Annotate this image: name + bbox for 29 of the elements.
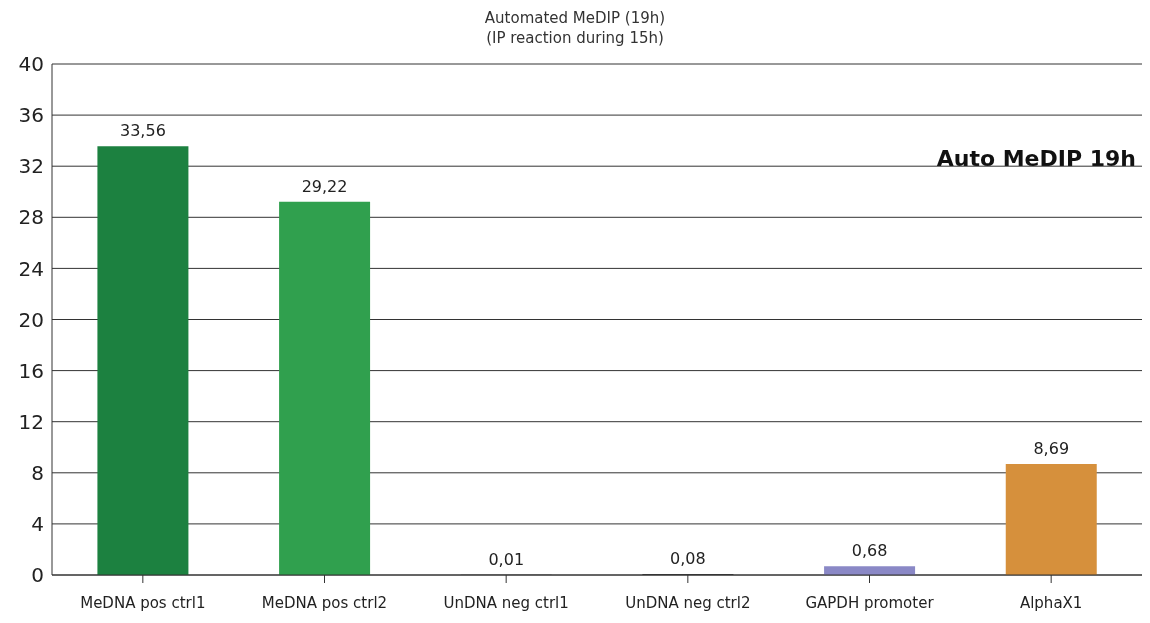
y-tick-label: 8 [31, 460, 44, 485]
y-tick-label: 4 [31, 512, 44, 536]
x-tick-label: GAPDH promoter [805, 593, 935, 612]
x-tick-label: MeDNA pos ctrl2 [261, 593, 388, 612]
y-tick-label: 12 [18, 409, 44, 434]
data-label: 0,01 [488, 549, 525, 569]
y-tick-label: 28 [18, 205, 44, 230]
y-tick-label: 0 [31, 563, 44, 588]
x-tick-label: UnDNA neg ctrl2 [625, 593, 751, 612]
bar [279, 201, 371, 575]
x-tick-label: MeDNA pos ctrl1 [80, 593, 206, 612]
y-tick-label: 32 [18, 154, 44, 179]
data-label: 0,68 [851, 541, 888, 561]
y-tick-label: 20 [18, 307, 44, 332]
chart-title: Automated MeDIP (19h) (IP reaction during 15h) [483, 8, 667, 49]
x-tick-label: AlphaX1 [1019, 593, 1083, 612]
x-tick-label: UnDNA neg ctrl1 [443, 593, 569, 612]
bar [97, 146, 189, 575]
y-tick-label: 16 [18, 358, 44, 383]
bar [1005, 463, 1097, 575]
y-tick-label: 40 [18, 52, 44, 77]
y-tick-label: 36 [18, 103, 44, 128]
annotation: Auto MeDIP 19h [934, 146, 1138, 172]
y-tick-label: 24 [18, 256, 44, 281]
data-label: 29,22 [301, 176, 348, 196]
data-label: 33,56 [120, 121, 166, 141]
data-label: 8,69 [1033, 438, 1070, 458]
data-label: 0,08 [670, 548, 706, 568]
bar [824, 566, 916, 575]
